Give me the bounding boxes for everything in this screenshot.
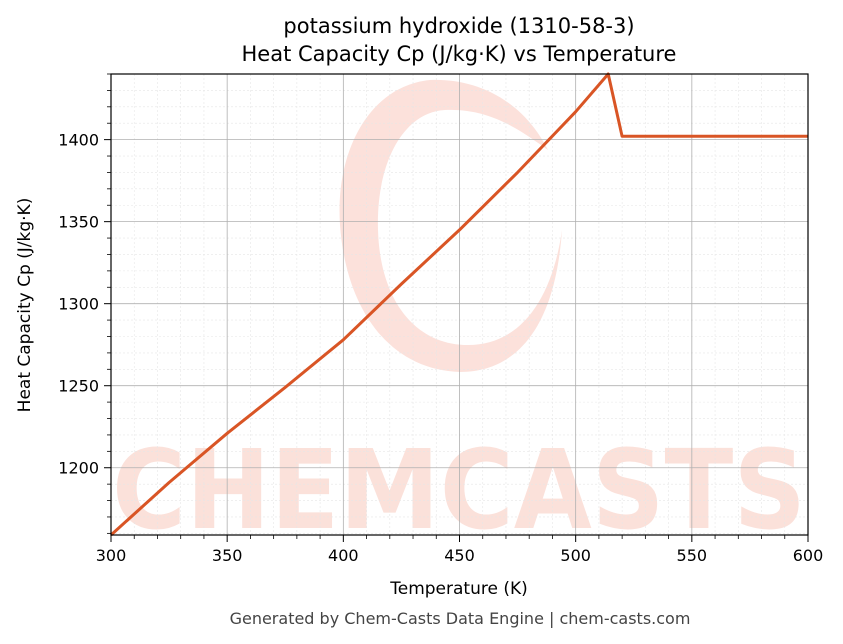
x-tick-label: 300 [96, 546, 127, 565]
x-axis-label: Temperature (K) [389, 579, 528, 599]
y-axis-label: Heat Capacity Cp (J/kg·K) [15, 198, 35, 413]
chart-title-line1: potassium hydroxide (1310-58-3) [283, 14, 634, 38]
x-axis-ticks: 300 350 400 450 500 550 600 [96, 535, 824, 565]
plot-area: CHEMCASTS [109, 72, 809, 554]
y-tick-label: 1250 [58, 377, 99, 396]
y-tick-label: 1400 [58, 131, 99, 150]
x-tick-label: 500 [560, 546, 591, 565]
x-tick-label: 350 [212, 546, 243, 565]
series-layer [109, 72, 808, 537]
x-tick-label: 600 [793, 546, 824, 565]
series-line-heat-capacity [109, 72, 808, 537]
chart-title-line2: Heat Capacity Cp (J/kg·K) vs Temperature [242, 42, 677, 66]
watermark-text: CHEMCASTS [112, 426, 806, 554]
y-tick-label: 1300 [58, 295, 99, 314]
y-axis-ticks: 1200 1250 1300 1350 1400 [58, 73, 111, 534]
x-tick-label: 400 [328, 546, 359, 565]
x-tick-label: 550 [677, 546, 708, 565]
x-tick-label: 450 [444, 546, 475, 565]
y-tick-label: 1350 [58, 213, 99, 232]
watermark-logo: CHEMCASTS [112, 79, 806, 554]
footer-credit: Generated by Chem-Casts Data Engine | ch… [230, 609, 691, 628]
y-tick-label: 1200 [58, 459, 99, 478]
